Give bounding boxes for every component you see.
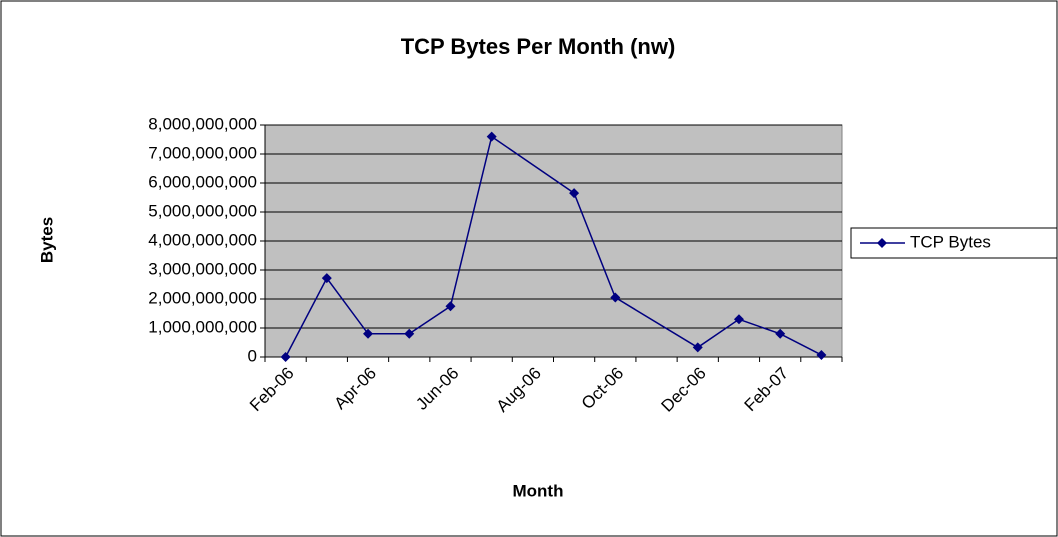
series-line [284, 135, 822, 358]
y-tick-label: 3,000,000,000 [148, 259, 257, 278]
y-tick-label: 6,000,000,000 [148, 172, 257, 191]
data-point [363, 328, 374, 339]
y-axis-label: Bytes [37, 217, 56, 263]
chart-title: TCP Bytes Per Month (nw) [401, 34, 676, 59]
data-point [692, 342, 703, 353]
data-point [280, 352, 291, 362]
data-point [610, 292, 621, 303]
y-tick-label: 1,000,000,000 [148, 317, 257, 336]
legend-label: TCP Bytes [910, 232, 991, 251]
y-tick-label: 7,000,000,000 [148, 143, 257, 162]
data-point [486, 131, 497, 142]
data-point [816, 349, 827, 360]
data-point [321, 273, 332, 284]
y-tick-label: 0 [248, 346, 257, 365]
data-point [775, 328, 786, 339]
y-tick-label: 4,000,000,000 [148, 230, 257, 249]
data-point [733, 314, 744, 325]
y-tick-label: 8,000,000,000 [148, 114, 257, 133]
data-point [404, 328, 415, 339]
x-axis-label: Month [513, 481, 564, 500]
y-tick-label: 5,000,000,000 [148, 201, 257, 220]
data-point [569, 188, 580, 199]
y-tick-label: 2,000,000,000 [148, 288, 257, 307]
legend-marker [877, 238, 887, 248]
data-point [445, 301, 456, 312]
